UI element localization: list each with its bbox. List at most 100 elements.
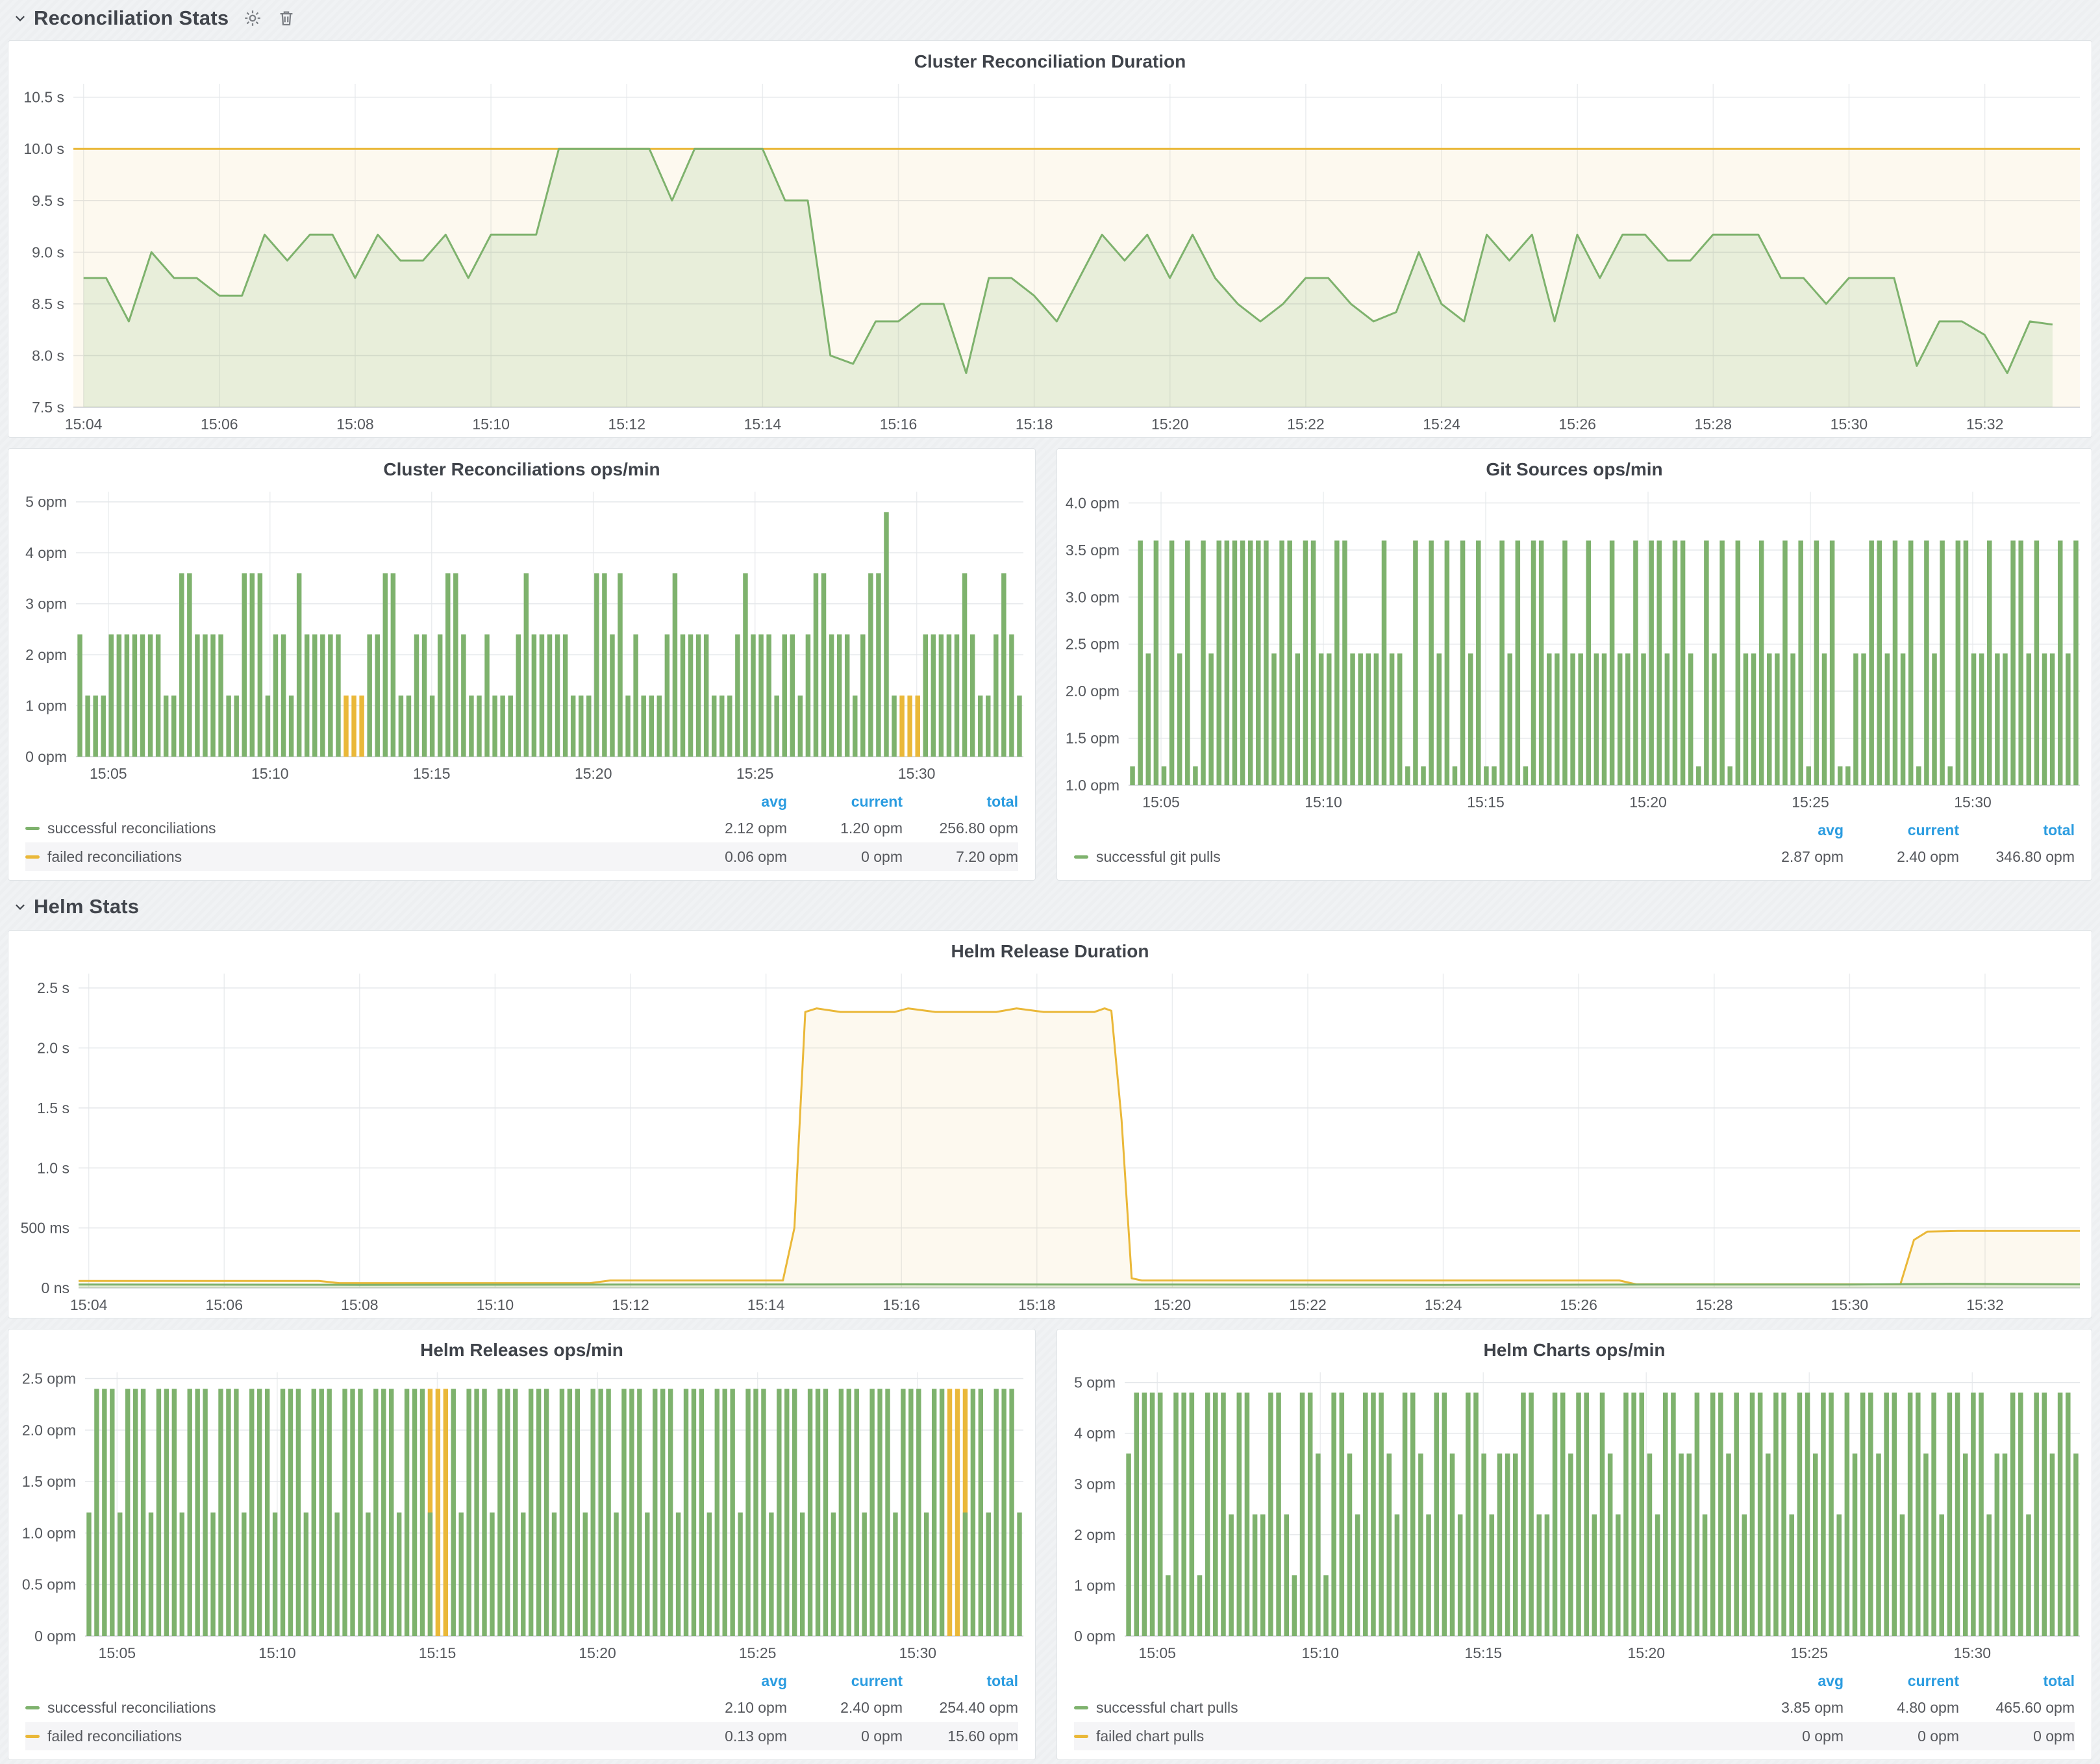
- legend-column-current[interactable]: current: [1844, 1672, 1959, 1690]
- legend-column-avg[interactable]: avg: [1728, 1672, 1844, 1690]
- series-toggle[interactable]: failed chart pulls: [1074, 1728, 1728, 1745]
- trash-icon[interactable]: [277, 8, 296, 28]
- bar-successful: [1311, 540, 1316, 785]
- panel-title[interactable]: Git Sources ops/min: [1057, 449, 2092, 483]
- bar-successful: [297, 573, 301, 757]
- bar-successful: [234, 696, 238, 757]
- series-toggle[interactable]: failed reconciliations: [25, 1728, 671, 1745]
- bar-successful: [684, 1389, 688, 1636]
- legend-column-avg[interactable]: avg: [1728, 822, 1844, 839]
- bar-successful: [399, 696, 403, 757]
- bar-successful: [210, 635, 215, 757]
- bar-successful: [1185, 540, 1190, 785]
- legend-column-total[interactable]: total: [903, 1672, 1018, 1690]
- bar-successful: [265, 1389, 269, 1636]
- bar-successful: [133, 1389, 138, 1636]
- chart-helm-charts-opm[interactable]: 0 opm1 opm2 opm3 opm4 opm5 opm15:0515:10…: [1057, 1363, 2092, 1666]
- x-axis-tick-label: 15:14: [747, 1296, 785, 1313]
- bar-successful: [1665, 653, 1670, 785]
- panel-title[interactable]: Helm Release Duration: [8, 931, 2092, 964]
- bar-successful: [117, 635, 121, 757]
- bar-successful: [1264, 540, 1269, 785]
- bar-successful: [529, 1389, 533, 1636]
- legend-value: 0 opm: [787, 1728, 903, 1745]
- chart-helm-release-duration[interactable]: 0 ns500 ms1.0 s1.5 s2.0 s2.5 s15:0415:06…: [8, 964, 2092, 1318]
- series-toggle[interactable]: failed reconciliations: [25, 848, 671, 866]
- series-area: [79, 1009, 2080, 1288]
- y-axis-tick-label: 2 opm: [1074, 1526, 1116, 1543]
- legend-value: 256.80 opm: [903, 820, 1018, 837]
- bar-successful: [438, 635, 442, 757]
- bar-successful: [1868, 1392, 1873, 1636]
- legend-column-current[interactable]: current: [787, 793, 903, 811]
- chart-git-sources-opm[interactable]: 1.0 opm1.5 opm2.0 opm2.5 opm3.0 opm3.5 o…: [1057, 483, 2092, 815]
- bar-successful: [234, 1389, 238, 1636]
- bar-successful: [715, 1389, 719, 1636]
- y-axis-tick-label: 4.0 opm: [1066, 494, 1119, 511]
- series-toggle[interactable]: successful chart pulls: [1074, 1699, 1728, 1717]
- bar-successful: [1413, 540, 1418, 785]
- legend-column-avg[interactable]: avg: [671, 1672, 787, 1690]
- x-axis-tick-label: 15:04: [65, 416, 103, 433]
- chart-cluster-reconciliation-duration[interactable]: 7.5 s8.0 s8.5 s9.0 s9.5 s10.0 s10.5 s15:…: [8, 75, 2092, 437]
- panel-title[interactable]: Helm Releases ops/min: [8, 1329, 1035, 1363]
- bar-successful: [1418, 1454, 1423, 1636]
- bar-successful: [839, 1389, 844, 1636]
- legend-row: successful reconciliations2.12 opm1.20 o…: [25, 814, 1018, 842]
- bar-successful: [1623, 1392, 1629, 1636]
- bar-successful: [1403, 1392, 1408, 1636]
- bar-successful: [1410, 1392, 1416, 1636]
- bar-successful: [1679, 1454, 1684, 1636]
- bar-successful: [1009, 635, 1014, 757]
- bar-successful: [1562, 540, 1568, 785]
- series-toggle[interactable]: successful reconciliations: [25, 1699, 671, 1717]
- gear-icon[interactable]: [243, 8, 262, 28]
- bar-successful: [1421, 766, 1426, 785]
- legend-column-total[interactable]: total: [903, 793, 1018, 811]
- section-toggle[interactable]: Helm Stats: [13, 895, 139, 918]
- bar-successful: [422, 635, 427, 757]
- panel-title[interactable]: Cluster Reconciliations ops/min: [8, 449, 1035, 483]
- bar-successful: [1295, 653, 1301, 785]
- bar-successful: [412, 1389, 417, 1636]
- bar-successful: [782, 635, 786, 757]
- legend-column-total[interactable]: total: [1959, 822, 2075, 839]
- bar-successful: [868, 573, 873, 757]
- y-axis-tick-label: 1.0 s: [37, 1159, 69, 1176]
- x-axis-tick-label: 15:15: [1467, 794, 1505, 811]
- legend-column-avg[interactable]: avg: [671, 793, 787, 811]
- legend-column-current[interactable]: current: [1844, 822, 1959, 839]
- bar-successful: [645, 1513, 649, 1636]
- legend-column-total[interactable]: total: [1959, 1672, 2075, 1690]
- bar-successful: [1208, 653, 1214, 785]
- bar-successful: [784, 1389, 789, 1636]
- bar-successful: [453, 573, 458, 757]
- bar-successful: [594, 573, 599, 757]
- y-axis-tick-label: 0 ns: [42, 1279, 69, 1296]
- chart-helm-releases-opm[interactable]: 0 opm0.5 opm1.0 opm1.5 opm2.0 opm2.5 opm…: [8, 1363, 1035, 1666]
- bar-successful: [1146, 653, 1151, 785]
- bar-successful: [1704, 540, 1709, 785]
- bar-successful: [305, 635, 309, 757]
- y-axis-tick-label: 2.5 s: [37, 979, 69, 996]
- x-axis-tick-label: 15:10: [251, 765, 289, 782]
- bar-successful: [140, 635, 145, 757]
- bar-successful: [563, 635, 568, 757]
- bar-successful: [1334, 540, 1340, 785]
- legend-column-current[interactable]: current: [787, 1672, 903, 1690]
- series-color-marker: [1074, 1706, 1088, 1709]
- chart-cluster-reconciliations-opm[interactable]: 0 opm1 opm2 opm3 opm4 opm5 opm15:0515:10…: [8, 483, 1035, 787]
- series-toggle[interactable]: successful reconciliations: [25, 820, 671, 837]
- panel-title[interactable]: Helm Charts ops/min: [1057, 1329, 2092, 1363]
- section-toggle[interactable]: Reconciliation Stats: [13, 6, 229, 30]
- x-axis-tick-label: 15:10: [472, 416, 510, 433]
- bar-successful: [420, 1389, 425, 1636]
- bar-successful: [484, 635, 489, 757]
- bar-successful: [86, 1513, 91, 1636]
- bar-successful: [723, 1389, 727, 1636]
- bar-successful: [430, 696, 434, 757]
- bar-successful: [1734, 1392, 1739, 1636]
- y-axis-tick-label: 2.5 opm: [22, 1370, 76, 1387]
- panel-title[interactable]: Cluster Reconciliation Duration: [8, 41, 2092, 75]
- series-toggle[interactable]: successful git pulls: [1074, 848, 1728, 866]
